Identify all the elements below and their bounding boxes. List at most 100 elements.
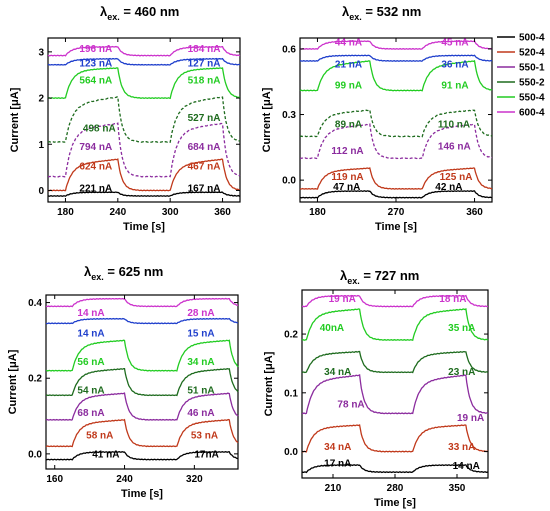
data-label: 34 nA bbox=[324, 367, 351, 378]
data-label: 51 nA bbox=[187, 385, 214, 396]
series-line-600-4 bbox=[47, 45, 241, 57]
data-label: 41 nA bbox=[92, 450, 119, 461]
chart-panel-0: 221 nA 167 nA 624 nA 467 nA 794 nA 684 nA 498 … bbox=[9, 4, 241, 233]
series-line-500-4 bbox=[299, 190, 493, 199]
data-label: 33 nA bbox=[448, 442, 475, 453]
chart-title: λex. = 460 nm bbox=[100, 4, 179, 22]
data-label: 58 nA bbox=[86, 431, 113, 442]
x-tick-label: 300 bbox=[162, 207, 179, 218]
data-label: 45 nA bbox=[441, 38, 468, 49]
data-label: 78 nA bbox=[337, 400, 364, 411]
chart-panel-2: 41 nA 17nA 58 nA 53 nA 68 nA 46 nA 54 nA 51 nA 5… bbox=[7, 264, 239, 500]
data-label: 123 nA bbox=[79, 59, 112, 70]
x-axis-label: Time [s] bbox=[121, 488, 163, 500]
data-label: 56 nA bbox=[77, 357, 104, 368]
x-tick-label: 350 bbox=[449, 483, 466, 494]
series-line-500-4 bbox=[47, 191, 241, 197]
y-tick-label: 0.4 bbox=[28, 298, 42, 309]
plot-frame bbox=[47, 37, 241, 203]
data-label: 221 nA bbox=[79, 183, 112, 194]
series-line-500-4b bbox=[45, 317, 239, 325]
data-label: 91 nA bbox=[441, 80, 468, 91]
series-line-550-2 bbox=[299, 109, 493, 138]
data-label: 19 nA bbox=[457, 413, 484, 424]
data-label: 47 nA bbox=[333, 182, 360, 193]
y-tick-label: 0 bbox=[38, 186, 44, 197]
chart-title: λex. = 625 nm bbox=[84, 264, 163, 282]
legend-entry: 600-4 bbox=[519, 108, 545, 119]
y-tick-label: 0.3 bbox=[282, 110, 296, 121]
series-line-600-4 bbox=[45, 297, 239, 308]
data-label: 18 nA bbox=[439, 294, 466, 305]
data-label: 146 nA bbox=[438, 142, 471, 153]
series-line-520-4 bbox=[47, 158, 241, 192]
data-label: 518 nA bbox=[188, 75, 221, 86]
chart-title: λex. = 532 nm bbox=[342, 4, 421, 22]
chart-title: λex. = 727 nm bbox=[340, 268, 419, 286]
y-axis-label: Current [μA] bbox=[261, 87, 273, 152]
data-label: 42 nA bbox=[435, 182, 462, 193]
data-label: 498 nA bbox=[83, 123, 116, 134]
y-tick-label: 0.1 bbox=[284, 388, 298, 399]
data-label: 125 nA bbox=[440, 172, 473, 183]
data-label: 110 nA bbox=[438, 120, 470, 131]
data-label: 99 nA bbox=[335, 80, 362, 91]
data-label: 19 nA bbox=[329, 294, 356, 305]
data-label: 14 nA bbox=[77, 329, 104, 340]
data-label: 34 nA bbox=[187, 357, 214, 368]
data-label: 44 nA bbox=[335, 38, 362, 49]
series-line-550-4 bbox=[47, 67, 241, 100]
legend-entry: 550-1 bbox=[519, 63, 545, 74]
data-label: 527 nA bbox=[188, 113, 221, 124]
x-tick-label: 320 bbox=[186, 474, 203, 485]
y-tick-label: 2 bbox=[38, 94, 44, 105]
data-label: 35 nA bbox=[448, 323, 475, 334]
x-tick-label: 210 bbox=[325, 483, 342, 494]
series-line-520-4 bbox=[45, 418, 239, 448]
y-tick-label: 0.6 bbox=[282, 44, 296, 55]
legend-entry: 520-4 bbox=[519, 48, 545, 59]
data-label: 184 nA bbox=[188, 44, 221, 55]
data-label: 17 nA bbox=[324, 458, 351, 469]
x-tick-label: 160 bbox=[46, 474, 63, 485]
data-label: 794 nA bbox=[79, 142, 112, 153]
x-tick-label: 360 bbox=[466, 207, 483, 218]
data-label: 112 nA bbox=[331, 146, 363, 157]
series-line-500-4b bbox=[47, 57, 241, 66]
series-line-550-2 bbox=[45, 367, 239, 397]
data-label: 89 nA bbox=[335, 120, 362, 131]
data-label: 34 nA bbox=[324, 442, 351, 453]
x-tick-label: 240 bbox=[116, 474, 133, 485]
y-tick-label: 0.2 bbox=[284, 330, 298, 341]
data-label: 53 nA bbox=[191, 431, 218, 442]
data-label: 167 nA bbox=[188, 183, 221, 194]
x-axis-label: Time [s] bbox=[123, 221, 165, 233]
legend-entry: 500-4 bbox=[519, 33, 545, 44]
data-label: 684 nA bbox=[188, 142, 221, 153]
legend: 500-4 520-4 550-1 550-2 550-4 600-4 bbox=[497, 33, 545, 119]
series-line-550-4 bbox=[45, 339, 239, 372]
data-label: 14 nA bbox=[453, 461, 480, 472]
data-label: 564 nA bbox=[79, 75, 112, 86]
data-label: 119 nA bbox=[331, 172, 363, 183]
y-tick-label: 0.0 bbox=[28, 449, 42, 460]
series-line-550-2 bbox=[301, 350, 489, 374]
plot-frame bbox=[45, 294, 239, 470]
series-line-500-4 bbox=[301, 464, 489, 474]
data-label: 17nA bbox=[194, 450, 218, 461]
data-label: 68 nA bbox=[77, 408, 104, 419]
series-line-550-2 bbox=[47, 96, 240, 143]
data-label: 21 nA bbox=[335, 60, 362, 71]
y-tick-label: 0.0 bbox=[284, 447, 298, 458]
x-axis-label: Time [s] bbox=[375, 221, 417, 233]
legend-entry: 550-2 bbox=[519, 78, 545, 89]
y-tick-label: 3 bbox=[38, 47, 44, 58]
data-label: 36 nA bbox=[441, 60, 468, 71]
data-label: 23 nA bbox=[448, 367, 475, 378]
data-label: 196 nA bbox=[79, 44, 112, 55]
series-line-600-4 bbox=[301, 294, 489, 308]
series-line-550-4 bbox=[301, 307, 489, 341]
y-axis-label: Current [μA] bbox=[9, 87, 21, 152]
chart-panel-3: 17 nA 14 nA 34 nA 33 nA 78 nA 19 nA 34 nA 23 nA… bbox=[263, 268, 489, 509]
